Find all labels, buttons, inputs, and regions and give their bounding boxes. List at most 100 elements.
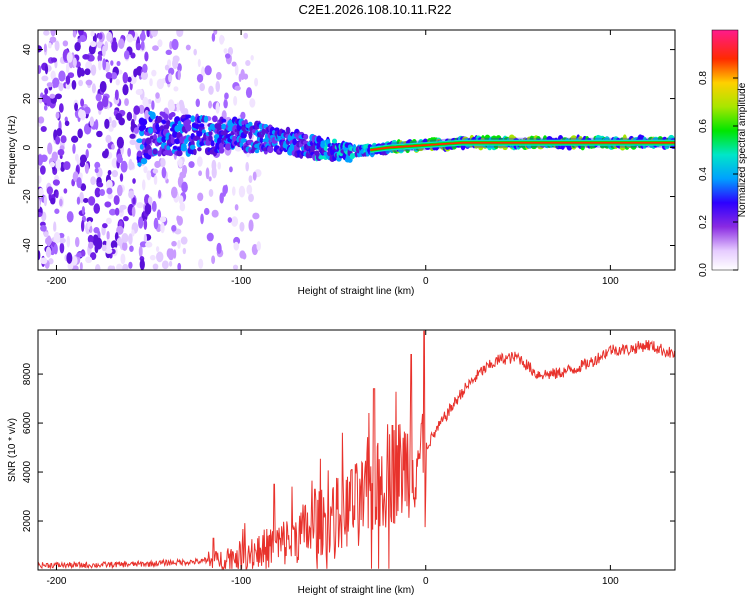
spectrogram-cell (76, 177, 82, 189)
spectrogram-cell (107, 265, 114, 270)
spectrogram-cell (84, 68, 91, 76)
spectrogram-cell (105, 248, 113, 254)
spectrogram-cell (72, 143, 76, 154)
spectrogram-cell (114, 89, 119, 101)
colorbar-ticks: 0.0 0.2 0.4 0.6 0.8 (698, 71, 738, 277)
spectrogram-cell (179, 171, 187, 179)
spectrogram-cell (120, 160, 128, 173)
spectrogram-cell (58, 70, 66, 82)
spectrogram-cell (65, 75, 71, 85)
spectrogram-cell (107, 170, 112, 176)
spectrogram-cell (44, 87, 49, 95)
colorbar-tick-label: 0.8 (698, 71, 709, 85)
spectrogram-cell (79, 110, 87, 121)
spectrogram-cell (87, 234, 94, 244)
spectrogram-cell (116, 156, 123, 164)
spectrogram-cell (43, 43, 47, 53)
spectrogram-cell (89, 226, 93, 233)
spectrogram-cell (261, 128, 266, 136)
spectrogram-cell (248, 131, 253, 140)
spectrogram-cell (98, 60, 102, 71)
spectrogram-cell (80, 183, 87, 192)
spectrogram-cell (248, 219, 254, 232)
x-tick-label: 100 (602, 276, 619, 287)
spectrogram-cell (55, 159, 62, 171)
spectrogram-cell (210, 140, 215, 147)
spectrogram-cell (87, 196, 96, 206)
spectrogram-cell (98, 32, 103, 40)
spectrogram-cell (221, 123, 227, 130)
spectrogram-cell (46, 235, 52, 247)
spectrogram-y-ticks: -40 -20 0 20 40 (22, 44, 675, 253)
spectrogram-cell (104, 118, 110, 129)
spectrogram-cell (112, 37, 117, 44)
spectrogram-cell (133, 127, 140, 134)
x-tick-label: -100 (231, 276, 251, 287)
spectrogram-cell (150, 30, 158, 37)
spectrogram-cell (145, 153, 152, 160)
spectrogram-cell (201, 129, 206, 134)
spectrogram-cell (163, 113, 169, 122)
spectrogram-cell (248, 175, 253, 184)
spectrogram-cell (141, 30, 146, 41)
spectrogram-cell (167, 99, 175, 111)
spectrogram-cell (115, 78, 120, 86)
spectrogram-cell (171, 240, 177, 247)
spectrogram-cell (223, 99, 228, 109)
x-tick-label: -200 (46, 276, 66, 287)
colorbar: 0.0 0.2 0.4 0.6 0.8 Normalized spectral ampl… (698, 29, 748, 277)
spectrogram-cell (203, 207, 210, 216)
spectrogram-cell (198, 123, 205, 128)
spectrogram-cell (211, 166, 217, 179)
spectrogram-cell (38, 199, 41, 210)
spectrogram-cell (173, 86, 179, 92)
spectrogram-cell (123, 50, 130, 60)
spectrogram-x-axis-label: Height of straight line (km) (298, 286, 415, 297)
spectrogram-cell (158, 189, 162, 199)
spectrogram-cell (211, 32, 216, 42)
spectrogram-cell (55, 191, 59, 199)
spectrogram-cell (165, 49, 173, 56)
spectrogram-cell (56, 127, 63, 137)
spectrogram-cell (133, 68, 138, 78)
spectrogram-cell (143, 166, 148, 174)
spectrogram-cell (71, 135, 79, 143)
colorbar-tick-label: 0.2 (698, 215, 709, 229)
spectrogram-cell (63, 188, 68, 194)
spectrogram-cell (234, 64, 239, 76)
spectrogram-cell (131, 206, 136, 218)
spectrogram-cell (116, 225, 124, 235)
spectrogram-cell (193, 148, 197, 156)
spectrogram-cell (95, 237, 103, 250)
spectrogram-cell (243, 73, 249, 80)
spectrogram-cell (40, 165, 46, 175)
y-tick-label: 20 (22, 93, 33, 105)
spectrogram-cell (177, 69, 181, 81)
spectrogram-cell (146, 170, 152, 181)
spectrogram-cell (93, 203, 101, 214)
spectrogram-cell (95, 93, 102, 102)
spectrogram-cell (171, 225, 177, 232)
spectrogram-cell (232, 186, 236, 196)
spectrogram-cell (110, 240, 118, 250)
spectrogram-cell (84, 106, 91, 115)
spectrogram-cell (144, 202, 152, 215)
spectrogram-cell (121, 233, 129, 243)
spectrogram-cell (102, 240, 107, 247)
spectrogram-cell (49, 93, 56, 99)
spectrogram-cell (150, 111, 156, 117)
spectrogram-cell (208, 135, 213, 142)
spectrogram-cell (168, 73, 173, 83)
spectrogram-cell (141, 179, 146, 191)
spectrogram-cell (168, 260, 173, 267)
spectrogram-cell (105, 71, 113, 80)
spectrogram-cell (152, 263, 159, 270)
spectrogram-cell (54, 208, 60, 214)
spectrogram-cell (104, 148, 109, 157)
spectrogram-cell (66, 52, 73, 63)
spectrogram-cell (43, 231, 49, 238)
spectrogram-cell (251, 243, 259, 256)
spectrogram-cell (157, 39, 163, 48)
spectrogram-cell (76, 158, 81, 165)
